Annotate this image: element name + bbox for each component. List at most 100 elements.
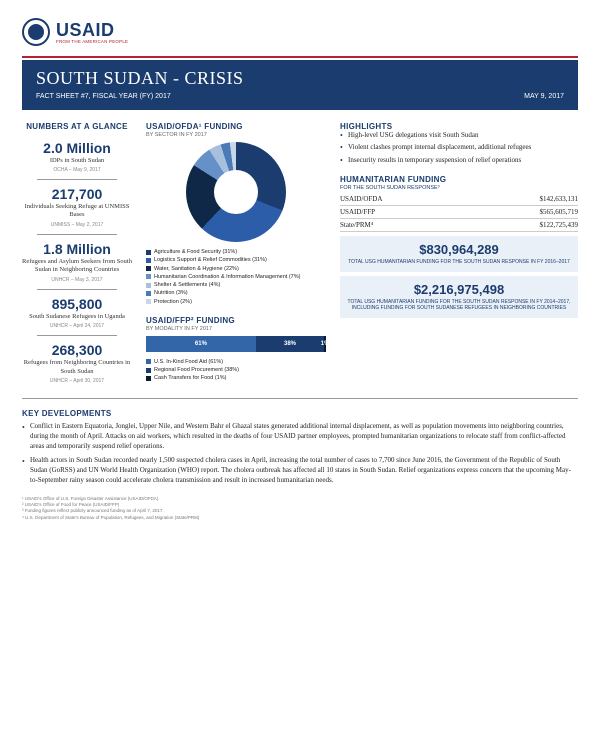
legend-swatch [146,266,151,271]
stat-label: Refugees and Asylum Seekers from South S… [22,258,132,275]
ffp-legend: U.S. In-Kind Food Aid (61%)Regional Food… [146,358,326,383]
humanitarian-funding: HUMANITARIAN FUNDING FOR THE SOUTH SUDAN… [340,175,578,318]
footnote: ⁴ U.S. Department of State's Bureau of P… [22,515,578,521]
stat-label: South Sudanese Refugees in Uganda [22,313,132,321]
funding-total-label: TOTAL USG HUMANITARIAN FUNDING FOR THE S… [346,259,572,266]
numbers-at-a-glance: NUMBERS AT A GLANCE 2.0 Million IDPs in … [22,122,132,390]
funding-total-label: TOTAL USG HUMANITARIAN FUNDING FOR THE S… [346,299,572,312]
legend-item: U.S. In-Kind Food Aid (61%) [146,358,326,366]
legend-item: Nutrition (3%) [146,289,326,297]
stat: 268,300 Refugees from Neighboring Countr… [22,342,132,384]
ffp-sub: BY MODALITY IN FY 2017 [146,326,326,332]
stat-source: UNHCR – May 3, 2017 [22,277,132,283]
legend-swatch [146,258,151,263]
legend-swatch [146,291,151,296]
legend-swatch [146,274,151,279]
funding-row: USAID/FFP $565,605,719 [340,206,578,219]
legend-item: Water, Sanitation & Hygiene (22%) [146,265,326,273]
funding-source: State/PRM⁴ [340,221,373,229]
legend-swatch [146,250,151,255]
stat: 2.0 Million IDPs in South Sudan OCHA – M… [22,140,132,173]
legend-label: Water, Sanitation & Hygiene (22%) [154,265,239,273]
humfund-header: HUMANITARIAN FUNDING [340,175,578,184]
legend-item: Cash Transfers for Food (1%) [146,374,326,382]
highlight-item: Violent clashes prompt internal displace… [340,143,578,152]
legend-item: Agriculture & Food Security (31%) [146,248,326,256]
stat-value: 895,800 [22,296,132,312]
legend-swatch [146,283,151,288]
highlight-item: High-level USG delegations visit South S… [340,131,578,140]
keydev-item: Conflict in Eastern Equatoria, Jonglei, … [22,422,578,451]
legend-item: Humanitarian Coordination & Information … [146,273,326,281]
legend-label: Regional Food Procurement (38%) [154,366,239,374]
stat-label: Individuals Seeking Refuge at UNMISS Bas… [22,203,132,220]
bar-segment: 1% [324,336,326,352]
highlight-item: Insecurity results in temporary suspensi… [340,156,578,165]
stat-source: UNMISS – May 2, 2017 [22,222,132,228]
funding-amount: $565,605,719 [540,208,579,216]
legend-swatch [146,376,151,381]
funding-total: $2,216,975,498 TOTAL USG HUMANITARIAN FUN… [340,276,578,318]
stat-value: 217,700 [22,186,132,202]
stat-label: Refugees from Neighboring Countries in S… [22,359,132,376]
funding-source: USAID/OFDA [340,195,382,203]
highlights: HIGHLIGHTS High-level USG delegations vi… [340,122,578,165]
keydev-item: Health actors in South Sudan recorded ne… [22,456,578,485]
funding-total-value: $830,964,289 [346,242,572,257]
funding-total: $830,964,289 TOTAL USG HUMANITARIAN FUNDI… [340,236,578,272]
usaid-seal-icon [22,18,50,46]
title-banner: SOUTH SUDAN - CRISIS FACT SHEET #7, FISC… [22,60,578,110]
legend-item: Protection (2%) [146,298,326,306]
stat-source: UNHCR – April 30, 2017 [22,378,132,384]
funding-amount: $142,633,131 [540,195,579,203]
stat-source: UNHCR – April 24, 2017 [22,323,132,329]
legend-swatch [146,299,151,304]
stat-value: 2.0 Million [22,140,132,156]
bar-segment: 61% [146,336,256,352]
stat-separator [37,289,117,290]
legend-swatch [146,368,151,373]
banner-date: MAY 9, 2017 [524,93,564,100]
legend-item: Regional Food Procurement (38%) [146,366,326,374]
logo-main: USAID [56,21,128,39]
bar-segment: 38% [256,336,324,352]
logo-sub: FROM THE AMERICAN PEOPLE [56,39,128,44]
factsheet-label: FACT SHEET #7, FISCAL YEAR (FY) 2017 [36,93,171,100]
ofda-header: USAID/OFDA¹ FUNDING [146,122,326,131]
stat-label: IDPs in South Sudan [22,157,132,165]
banner-title: SOUTH SUDAN - CRISIS [36,68,564,89]
funding-row: State/PRM⁴ $122,725,439 [340,219,578,232]
keydev-header: KEY DEVELOPMENTS [22,409,578,418]
legend-label: Shelter & Settlements (4%) [154,281,220,289]
funding-amount: $122,725,439 [540,221,579,229]
ffp-bar-chart: 61%38%1% [146,336,326,352]
funding-source: USAID/FFP [340,208,375,216]
funding-row: USAID/OFDA $142,633,131 [340,193,578,206]
stat-separator [37,234,117,235]
section-rule [22,398,578,399]
stat-value: 268,300 [22,342,132,358]
legend-label: Nutrition (3%) [154,289,188,297]
stat: 217,700 Individuals Seeking Refuge at UN… [22,186,132,228]
funding-total-value: $2,216,975,498 [346,282,572,297]
humfund-sub: FOR THE SOUTH SUDAN RESPONSE³ [340,185,578,191]
legend-item: Shelter & Settlements (4%) [146,281,326,289]
glance-header: NUMBERS AT A GLANCE [22,122,132,132]
stat-separator [37,335,117,336]
highlights-header: HIGHLIGHTS [340,122,578,131]
key-developments: KEY DEVELOPMENTS Conflict in Eastern Equ… [22,409,578,486]
ofda-legend: Agriculture & Food Security (31%)Logisti… [146,248,326,306]
legend-label: Agriculture & Food Security (31%) [154,248,237,256]
logo: USAID FROM THE AMERICAN PEOPLE [22,18,578,46]
ffp-header: USAID/FFP² FUNDING [146,316,326,325]
stat: 895,800 South Sudanese Refugees in Ugand… [22,296,132,329]
legend-swatch [146,359,151,364]
legend-label: U.S. In-Kind Food Aid (61%) [154,358,223,366]
stat-separator [37,179,117,180]
legend-label: Humanitarian Coordination & Information … [154,273,300,281]
ofda-sub: BY SECTOR IN FY 2017 [146,132,326,138]
ofda-donut-chart [186,142,286,242]
legend-label: Cash Transfers for Food (1%) [154,374,226,382]
stat-source: OCHA – May 9, 2017 [22,167,132,173]
legend-label: Logistics Support & Relief Commodities (… [154,256,267,264]
